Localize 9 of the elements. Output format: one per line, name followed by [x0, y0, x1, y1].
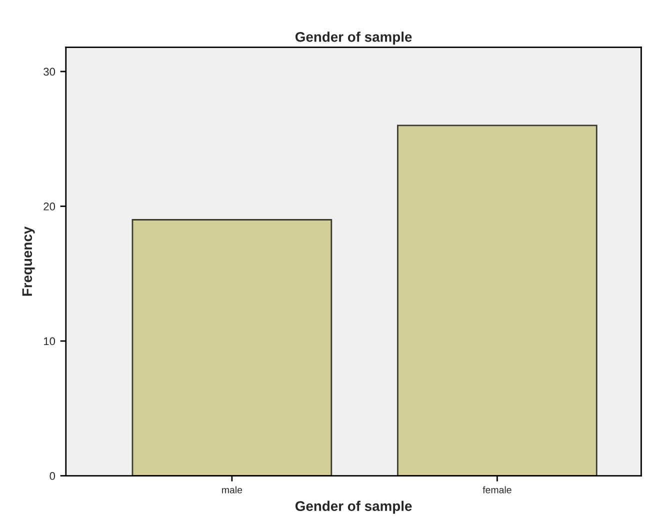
x-axis-title: Gender of sample	[295, 500, 412, 514]
chart-title: Gender of sample	[295, 32, 412, 45]
x-tick-label: male	[222, 486, 242, 494]
y-tick-label: 0	[50, 472, 56, 480]
y-axis-title: Frequency	[22, 226, 35, 296]
y-tick-label: 10	[44, 337, 56, 346]
x-tick-label: female	[482, 486, 512, 494]
y-tick-label: 30	[44, 68, 56, 76]
y-tick-label: 20	[44, 202, 56, 210]
